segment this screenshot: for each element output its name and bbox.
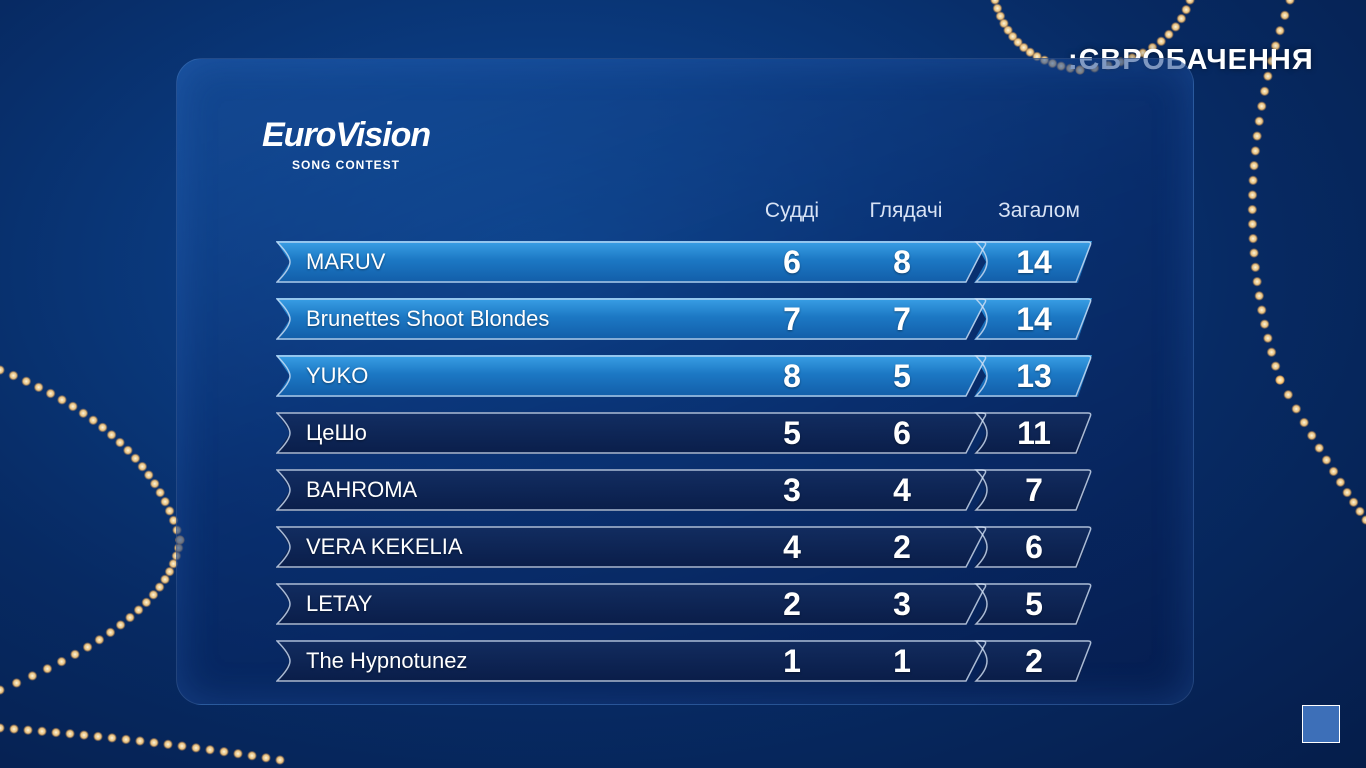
total-score: 11 [1017,415,1051,451]
judges-score: 8 [783,358,801,394]
table-row: Brunettes Shoot Blondes 7 7 14 [276,298,1092,340]
table-row: ЦеШо 5 6 11 [276,412,1092,454]
total-score: 6 [1025,529,1043,565]
table-row: BAHROMA 3 4 7 [276,469,1092,511]
viewers-score: 8 [893,244,911,280]
contestant-name: VERA KEKELIA [306,534,463,559]
judges-score: 6 [783,244,801,280]
table-row: YUKO 8 5 13 [276,355,1092,397]
viewers-score: 1 [893,643,911,679]
table-row: VERA KEKELIA 4 2 6 [276,526,1092,568]
table-row: The Hypnotunez 1 1 2 [276,640,1092,682]
viewers-score: 3 [893,586,911,622]
column-header-viewers: Глядачі [869,199,943,222]
column-header-total: Загалом [998,199,1080,222]
viewers-score: 6 [893,415,911,451]
total-score: 14 [1016,301,1052,337]
contestant-name: MARUV [306,249,386,274]
judges-score: 7 [783,301,801,337]
contestant-name: ЦеШо [306,420,367,445]
table-row: MARUV 6 8 14 [276,241,1092,283]
broadcaster-badge [1302,705,1340,743]
total-score: 14 [1016,244,1052,280]
judges-score: 3 [783,472,801,508]
column-header-judges: Судді [764,199,820,222]
judges-score: 2 [783,586,801,622]
viewers-score: 5 [893,358,911,394]
viewers-score: 4 [893,472,911,508]
judges-score: 5 [783,415,801,451]
total-score: 13 [1016,358,1052,394]
viewers-score: 7 [893,301,911,337]
table-row: LETAY 2 3 5 [276,583,1092,625]
logo-wordmark: EuroVision [262,116,431,154]
total-score: 2 [1025,643,1043,679]
contestant-name: YUKO [306,363,369,388]
logo-subtitle: SONG CONTEST [292,158,401,172]
contestant-name: The Hypnotunez [306,648,468,673]
judges-score: 1 [783,643,801,679]
viewers-score: 2 [893,529,911,565]
total-score: 5 [1025,586,1043,622]
judges-score: 4 [783,529,801,565]
eurovision-logo: EuroVision SONG CONTEST [262,116,432,176]
contestant-name: Brunettes Shoot Blondes [306,306,550,331]
contestant-name: BAHROMA [306,477,418,502]
contestant-name: LETAY [306,591,373,616]
total-score: 7 [1025,472,1043,508]
